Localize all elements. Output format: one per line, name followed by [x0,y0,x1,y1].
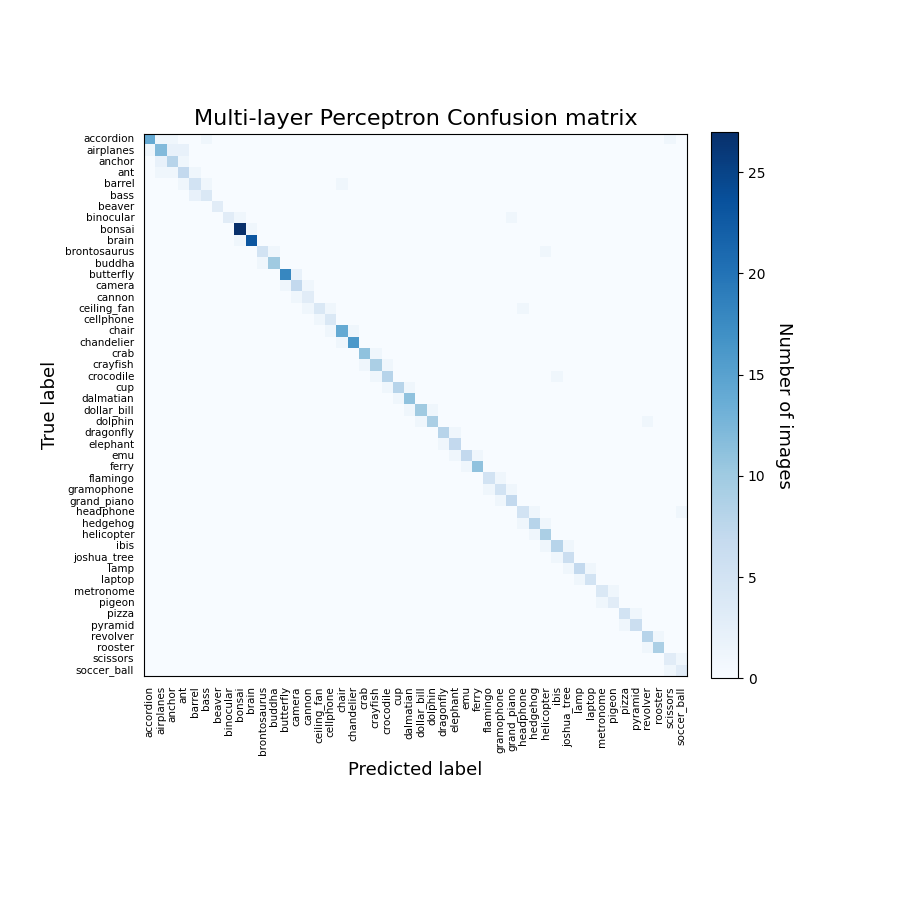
Y-axis label: True label: True label [41,361,59,449]
Y-axis label: Number of images: Number of images [775,321,793,489]
X-axis label: Predicted label: Predicted label [348,761,482,779]
Title: Multi-layer Perceptron Confusion matrix: Multi-layer Perceptron Confusion matrix [194,109,637,130]
